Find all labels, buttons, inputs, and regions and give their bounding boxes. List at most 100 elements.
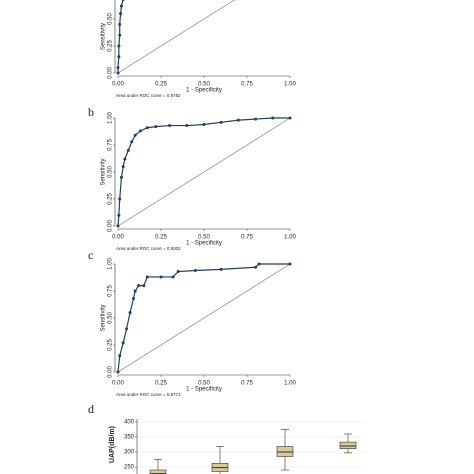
x-axis-title: 1 - Specificity	[186, 387, 222, 393]
roc-point	[171, 275, 175, 279]
roc-point	[121, 165, 125, 169]
roc-point	[219, 120, 223, 124]
roc-point	[118, 22, 122, 26]
roc-point	[159, 275, 163, 279]
roc-point	[145, 126, 149, 130]
roc-point	[288, 116, 292, 120]
x-tick-label: 0.75	[241, 82, 253, 88]
roc-point	[121, 0, 125, 2]
y-axis-title: Sensitivity	[101, 304, 107, 331]
roc-point	[130, 140, 134, 144]
y-tick-label: 0.50	[108, 13, 114, 25]
annotation: Area under ROC curve = 0.9782	[116, 93, 181, 98]
y-tick-label: 0.25	[108, 339, 114, 351]
roc-point	[288, 262, 292, 266]
roc-point	[117, 44, 121, 48]
roc-point	[137, 284, 141, 288]
roc-point	[154, 125, 158, 129]
x-tick-label: 0.00	[112, 82, 124, 88]
roc-point	[116, 71, 120, 75]
roc-point	[121, 341, 125, 345]
roc-point	[133, 133, 137, 137]
y-tick-label: 350	[124, 435, 135, 441]
roc-point	[193, 268, 197, 272]
x-tick-label: 0.25	[155, 82, 167, 88]
y-tick-label: 0.00	[108, 67, 114, 79]
y-tick-label: 0.50	[108, 312, 114, 324]
y-tick-label: 0.75	[108, 285, 114, 297]
x-tick-label: 0.00	[112, 381, 124, 387]
annotation: Area under ROC curve = 0.9302	[116, 246, 181, 251]
roc-point	[138, 129, 142, 133]
y-tick-label: 0.50	[108, 166, 114, 178]
roc-point	[185, 124, 189, 128]
x-tick-label: 0.75	[241, 381, 253, 387]
y-tick-label: 1.00	[108, 112, 114, 124]
roc-curve	[117, 117, 290, 227]
reference-line	[117, 117, 291, 227]
y-tick-label: 0.00	[108, 366, 114, 378]
y-tick-label: 0.25	[108, 40, 114, 52]
x-tick-label: 0.25	[155, 235, 167, 241]
x-axis-title: 1 - Specificity	[186, 241, 222, 247]
roc-point	[236, 118, 240, 122]
y-tick-label: 1.00	[108, 258, 114, 270]
roc-point	[118, 354, 122, 358]
y-tick-label: 250	[124, 465, 135, 471]
roc-point	[125, 327, 129, 331]
x-tick-label: 1.00	[284, 82, 296, 88]
x-tick-label: 1.00	[284, 381, 296, 387]
x-tick-label: 0.50	[198, 381, 210, 387]
y-tick-label: 400	[124, 420, 135, 426]
x-tick-label: 0.75	[241, 235, 253, 241]
y-tick-label: 0.75	[108, 139, 114, 151]
roc-point	[116, 66, 120, 70]
roc-point	[142, 284, 146, 288]
panel-label: b	[88, 105, 94, 119]
roc-point	[219, 267, 223, 271]
roc-point	[117, 55, 121, 59]
x-tick-label: 0.50	[198, 82, 210, 88]
roc-point	[119, 4, 123, 8]
y-axis-title: Sensitivity	[101, 158, 107, 185]
roc-point	[116, 370, 120, 374]
reference-line	[117, 263, 291, 373]
roc-curve	[117, 0, 124, 73]
panel-label: d	[88, 402, 94, 416]
panel-label: c	[88, 248, 93, 262]
roc-point	[117, 213, 121, 217]
box	[339, 441, 357, 450]
x-tick-label: 0.50	[198, 235, 210, 241]
y-tick-label: 0.25	[108, 193, 114, 205]
y-axis-title: Sensitivity	[101, 23, 107, 50]
y-tick-label: 300	[124, 450, 135, 456]
roc-point	[118, 33, 122, 37]
annotation: Area under ROC curve = 0.8771	[116, 392, 181, 397]
roc-point	[131, 297, 135, 301]
roc-point	[168, 124, 172, 128]
x-tick-label: 1.00	[284, 235, 296, 241]
roc-point	[119, 12, 123, 16]
roc-point	[116, 224, 120, 228]
roc-point	[202, 122, 206, 126]
y-tick-label: 0.00	[108, 220, 114, 232]
reference-line	[117, 0, 235, 74]
x-tick-label: 0.25	[155, 381, 167, 387]
roc-point	[254, 265, 258, 269]
roc-point	[128, 311, 132, 315]
roc-point	[118, 197, 122, 201]
roc-point	[271, 116, 275, 120]
roc-point	[254, 117, 258, 121]
roc-point	[123, 157, 127, 161]
roc-point	[133, 289, 137, 293]
y-axis-title: UAP(dB/m)	[109, 426, 116, 463]
x-tick-label: 0.00	[112, 235, 124, 241]
roc-curve	[117, 263, 290, 373]
roc-point	[145, 275, 149, 279]
roc-point	[257, 262, 261, 266]
roc-point	[126, 148, 130, 152]
roc-point	[119, 175, 123, 179]
roc-point	[176, 270, 180, 274]
